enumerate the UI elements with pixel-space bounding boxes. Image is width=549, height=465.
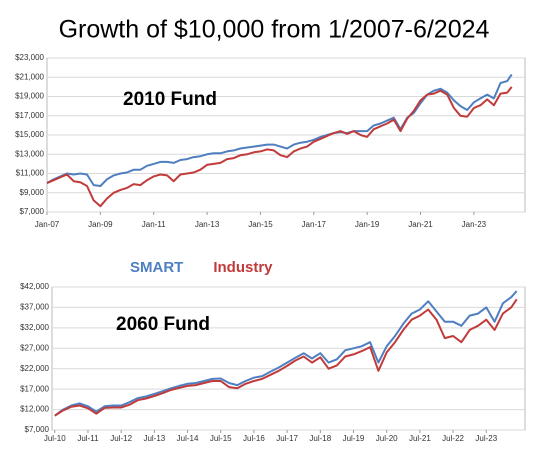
y-tick-label: $42,000	[20, 282, 49, 291]
x-tick-label: Jul-21	[409, 434, 431, 443]
x-tick-label: Jul-23	[475, 434, 497, 443]
y-tick-label: $37,000	[20, 303, 49, 312]
y-tick-label: $15,000	[15, 130, 44, 139]
y-tick-label: $19,000	[15, 92, 44, 101]
y-tick-label: $13,000	[15, 149, 44, 158]
series-line	[46, 73, 513, 187]
x-tick-label: Jan-11	[142, 220, 166, 229]
plot-area	[51, 286, 526, 431]
series-line	[46, 86, 513, 208]
legend-label: SMART	[130, 259, 183, 276]
x-tick-label: Jul-13	[143, 434, 165, 443]
x-tick-label: Jul-19	[343, 434, 365, 443]
x-tick-label: Jul-14	[177, 434, 199, 443]
x-tick-label: Jan-17	[302, 220, 327, 229]
y-tick-label: $12,000	[20, 405, 49, 414]
y-tick-label: $22,000	[20, 364, 49, 373]
annotation: 2010 Fund	[123, 89, 217, 110]
x-tick-label: Jan-09	[88, 220, 113, 229]
y-tick-label: $11,000	[16, 169, 45, 178]
x-tick-label: Jul-10	[44, 434, 66, 443]
x-tick-label: Jul-18	[309, 434, 331, 443]
x-tick-label: Jul-16	[243, 434, 265, 443]
y-tick-label: $17,000	[20, 384, 49, 393]
y-tick-label: $7,000	[20, 207, 45, 216]
y-tick-label: $27,000	[20, 343, 49, 352]
x-tick-label: Jul-11	[77, 434, 99, 443]
x-tick-label: Jan-21	[408, 220, 433, 229]
x-tick-label: Jul-20	[376, 434, 398, 443]
y-tick-label: $21,000	[15, 72, 44, 81]
x-tick-label: Jan-13	[195, 220, 220, 229]
x-tick-label: Jan-23	[462, 220, 487, 229]
y-tick-label: $7,000	[25, 425, 50, 434]
page-title: Growth of $10,000 from 1/2007-6/2024	[59, 16, 490, 44]
x-tick-label: Jul-12	[110, 434, 132, 443]
series-line	[54, 290, 518, 417]
annotation: 2060 Fund	[116, 314, 210, 335]
x-tick-label: Jan-19	[355, 220, 380, 229]
x-tick-label: Jan-07	[35, 220, 60, 229]
legend-label: Industry	[213, 259, 273, 276]
y-tick-label: $23,000	[15, 53, 44, 62]
x-tick-label: Jul-15	[210, 434, 232, 443]
x-tick-label: Jan-15	[248, 220, 273, 229]
y-tick-label: $32,000	[20, 323, 49, 332]
y-tick-label: $9,000	[20, 188, 45, 197]
x-tick-label: Jul-22	[442, 434, 464, 443]
series-line	[54, 298, 518, 417]
y-tick-label: $17,000	[15, 111, 44, 120]
x-tick-label: Jul-17	[276, 434, 298, 443]
